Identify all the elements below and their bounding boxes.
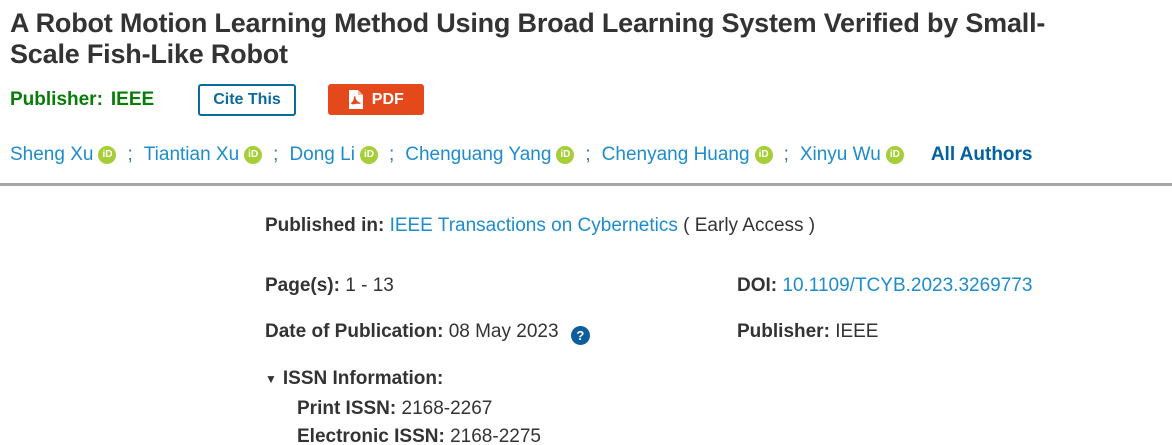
author-name: Xinyu Wu (799, 143, 881, 165)
pdf-button[interactable]: PDF (327, 84, 424, 116)
cite-this-button[interactable]: Cite This (198, 83, 296, 116)
pages-label: Page(s): (265, 274, 340, 296)
author-name: Dong Li (289, 143, 355, 165)
author-link[interactable]: Sheng Xu iD (10, 143, 117, 166)
publisher-top-label: Publisher: (10, 88, 103, 110)
orcid-icon[interactable]: iD (754, 145, 773, 164)
doi-label: DOI: (737, 274, 778, 296)
orcid-icon[interactable]: iD (244, 145, 263, 164)
issn-header-label: ISSN Information: (282, 368, 444, 390)
pages-value: 1 - 13 (345, 274, 394, 296)
publisher-top: Publisher: IEEE (10, 89, 154, 111)
early-access-note: ( Early Access ) (683, 214, 816, 236)
all-authors-link[interactable]: All Authors (930, 143, 1033, 165)
author-name: Tiantian Xu (143, 143, 240, 165)
orcid-icon[interactable]: iD (98, 145, 117, 164)
doi-link[interactable]: 10.1109/TCYB.2023.3269773 (782, 274, 1033, 296)
section-divider (0, 182, 1172, 186)
print-issn-row: Print ISSN: 2168-2267 (297, 396, 1172, 422)
doi-field: DOI: 10.1109/TCYB.2023.3269773 (737, 273, 1172, 299)
page-title: A Robot Motion Learning Method Using Bro… (10, 8, 1046, 70)
authors-bar: Sheng Xu iD ; Tiantian Xu iD ; Dong Li i… (10, 144, 1172, 166)
electronic-issn-value: 2168-2275 (450, 426, 541, 445)
author-link[interactable]: Chenyang Huang iD (602, 144, 773, 166)
orcid-icon[interactable]: iD (885, 145, 904, 164)
pdf-button-label: PDF (371, 90, 404, 108)
author-link[interactable]: Xinyu Wu iD (800, 144, 904, 166)
help-icon[interactable]: ? (570, 326, 590, 346)
published-in-label: Published in: (265, 214, 385, 236)
author-link[interactable]: Dong Li iD (289, 144, 378, 166)
pages-field: Page(s): 1 - 13 (265, 273, 737, 299)
print-issn-label: Print ISSN: (297, 398, 397, 420)
date-value: 08 May 2023 (448, 320, 559, 342)
author-separator: ; (783, 143, 789, 165)
electronic-issn-row: Electronic ISSN: 2168-2275 (297, 424, 1172, 445)
electronic-issn-label: Electronic ISSN: (297, 426, 445, 445)
author-link[interactable]: Chenguang Yang iD (405, 143, 575, 166)
publisher-label: Publisher: (737, 320, 830, 342)
author-separator: ; (388, 143, 395, 165)
date-label: Date of Publication: (265, 320, 444, 342)
pdf-file-icon (348, 90, 363, 110)
published-in-row: Published in: IEEE Transactions on Cyber… (265, 213, 1172, 239)
author-name: Sheng Xu (10, 143, 94, 165)
pages-doi-row: Page(s): 1 - 13 DOI: 10.1109/TCYB.2023.3… (265, 273, 1172, 299)
orcid-icon[interactable]: iD (359, 145, 378, 164)
author-separator: ; (273, 143, 279, 165)
publisher-field: Publisher: IEEE (737, 319, 1172, 346)
print-issn-value: 2168-2267 (401, 398, 493, 420)
journal-link[interactable]: IEEE Transactions on Cybernetics (389, 214, 678, 236)
publisher-value: IEEE (835, 320, 879, 342)
author-name: Chenyang Huang (601, 143, 750, 165)
action-toolbar: Publisher: IEEE Cite This PDF (10, 83, 1172, 117)
date-publisher-row: Date of Publication: 08 May 2023 ? Publi… (265, 319, 1172, 346)
issn-section-toggle[interactable]: ▼ ISSN Information: (265, 366, 1172, 392)
publisher-top-value: IEEE (110, 88, 155, 110)
author-separator: ; (585, 143, 591, 165)
article-details: Published in: IEEE Transactions on Cyber… (265, 213, 1172, 445)
author-separator: ; (127, 143, 133, 165)
date-field: Date of Publication: 08 May 2023 ? (265, 319, 737, 346)
chevron-down-icon: ▼ (265, 372, 277, 387)
orcid-icon[interactable]: iD (556, 145, 575, 164)
author-name: Chenguang Yang (405, 143, 552, 165)
author-link[interactable]: Tiantian Xu iD (143, 143, 263, 166)
